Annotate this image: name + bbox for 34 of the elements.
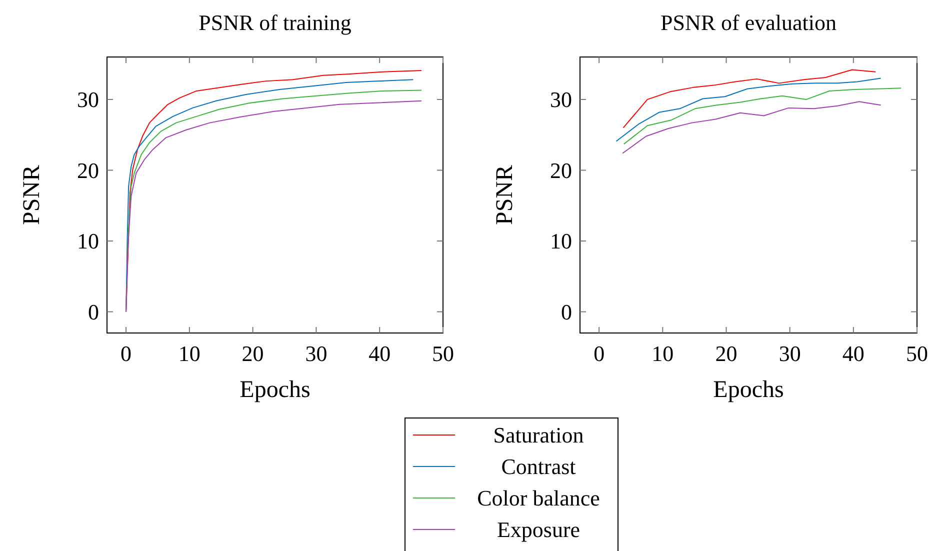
legend-label: Contrast: [501, 454, 576, 480]
y-tick-label: 20: [550, 158, 572, 183]
y-tick-label: 30: [550, 87, 572, 112]
chart-title: PSNR of evaluation: [660, 10, 836, 35]
y-tick-label: 30: [77, 87, 99, 112]
x-tick-label: 0: [594, 341, 605, 366]
line-series: [616, 78, 882, 142]
y-tick-label: 0: [88, 299, 99, 324]
x-tick-label: 10: [178, 341, 200, 366]
legend-label: Saturation: [493, 422, 584, 448]
x-tick-label: 20: [242, 341, 264, 366]
y-tick-label: 10: [77, 228, 99, 254]
legend-label: Color balance: [477, 486, 600, 511]
y-axis-title: PSNR: [19, 164, 45, 226]
legend-label: Exposure: [496, 517, 580, 542]
x-tick-label: 20: [715, 341, 738, 366]
line-series: [622, 101, 882, 154]
line-series: [623, 88, 902, 145]
x-tick-label: 10: [652, 341, 674, 366]
x-tick-label: 0: [120, 341, 132, 366]
line-series: [622, 69, 876, 128]
x-tick-label: 30: [305, 341, 328, 366]
y-axis-title: PSNR: [492, 164, 518, 226]
x-tick-label: 40: [842, 341, 864, 366]
x-tick-label: 30: [778, 341, 801, 366]
x-tick-label: 40: [368, 341, 391, 366]
x-tick-label: 50: [432, 341, 454, 366]
x-axis-title: Epochs: [240, 377, 310, 403]
x-tick-label: 50: [906, 341, 928, 366]
chart-title: PSNR of training: [198, 10, 352, 35]
y-tick-label: 20: [77, 158, 99, 183]
y-tick-label: 10: [550, 228, 572, 254]
x-axis-title: Epochs: [713, 377, 784, 403]
y-tick-label: 0: [561, 299, 572, 324]
